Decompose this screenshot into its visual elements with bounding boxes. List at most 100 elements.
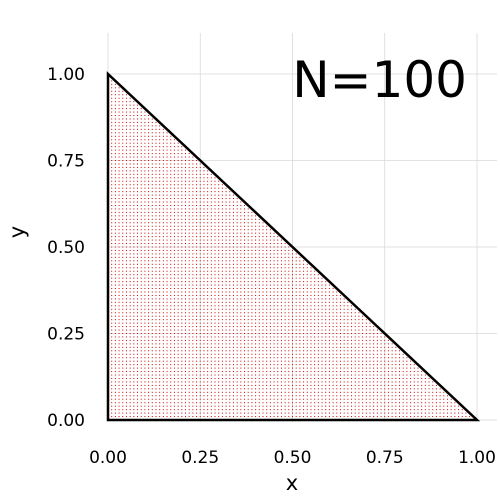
grid-point xyxy=(247,350,249,352)
grid-point xyxy=(148,236,150,238)
grid-point xyxy=(317,388,319,390)
grid-point xyxy=(221,211,223,213)
grid-point xyxy=(177,201,179,203)
grid-point xyxy=(229,364,231,366)
grid-point xyxy=(177,353,179,355)
grid-point xyxy=(140,180,142,182)
grid-point xyxy=(354,377,356,379)
grid-point xyxy=(118,243,120,245)
grid-point xyxy=(122,360,124,362)
grid-point xyxy=(255,322,257,324)
grid-point xyxy=(362,416,364,418)
grid-point xyxy=(140,194,142,196)
grid-point xyxy=(148,149,150,151)
grid-point xyxy=(207,350,209,352)
grid-point xyxy=(321,364,323,366)
grid-point xyxy=(336,402,338,404)
grid-point xyxy=(303,388,305,390)
grid-point xyxy=(151,142,153,144)
grid-point xyxy=(118,142,120,144)
grid-point xyxy=(162,156,164,158)
grid-point xyxy=(111,239,113,241)
grid-point xyxy=(155,135,157,137)
grid-point xyxy=(255,218,257,220)
grid-point xyxy=(410,416,412,418)
grid-point xyxy=(332,398,334,400)
grid-point xyxy=(299,416,301,418)
grid-point xyxy=(188,405,190,407)
grid-point xyxy=(332,367,334,369)
grid-point xyxy=(288,343,290,345)
grid-point xyxy=(114,339,116,341)
grid-point xyxy=(310,416,312,418)
grid-point xyxy=(310,315,312,317)
grid-point xyxy=(188,184,190,186)
grid-point xyxy=(118,215,120,217)
grid-point xyxy=(354,343,356,345)
grid-point xyxy=(358,333,360,334)
grid-point xyxy=(255,416,257,418)
grid-point xyxy=(406,402,408,404)
grid-point xyxy=(188,222,190,224)
grid-point xyxy=(173,218,175,220)
grid-point xyxy=(140,184,142,186)
grid-point xyxy=(284,277,286,279)
grid-point xyxy=(140,125,142,127)
grid-point xyxy=(266,326,268,328)
grid-point xyxy=(232,416,234,418)
grid-point xyxy=(111,416,113,418)
grid-point xyxy=(247,388,249,390)
grid-point xyxy=(244,381,246,383)
grid-point xyxy=(292,409,293,411)
grid-point xyxy=(166,402,168,404)
grid-point xyxy=(269,339,271,341)
grid-point xyxy=(314,377,316,379)
grid-point xyxy=(277,263,279,265)
grid-point xyxy=(173,139,175,141)
grid-point xyxy=(151,308,153,310)
grid-point xyxy=(317,312,319,314)
grid-point xyxy=(162,211,164,213)
grid-point xyxy=(229,218,231,220)
grid-point xyxy=(347,336,349,338)
grid-point xyxy=(159,246,161,248)
grid-point xyxy=(229,384,231,386)
grid-point xyxy=(229,412,231,414)
grid-point xyxy=(258,263,260,265)
grid-point xyxy=(262,236,264,238)
grid-point xyxy=(159,374,161,376)
grid-point xyxy=(284,301,286,303)
grid-point xyxy=(221,339,223,341)
grid-point xyxy=(269,291,271,293)
grid-point xyxy=(173,222,175,224)
grid-point xyxy=(402,377,404,379)
grid-point xyxy=(221,412,223,414)
grid-point xyxy=(192,398,194,400)
grid-point xyxy=(144,377,146,379)
grid-point xyxy=(347,301,349,303)
grid-point xyxy=(196,402,198,404)
grid-point xyxy=(373,360,375,362)
grid-point xyxy=(225,343,227,345)
grid-point xyxy=(162,260,164,262)
grid-point xyxy=(325,416,327,418)
grid-point xyxy=(155,187,157,189)
grid-point xyxy=(170,315,172,317)
grid-point xyxy=(280,357,282,359)
grid-point xyxy=(232,201,234,203)
grid-point xyxy=(129,267,131,269)
grid-point xyxy=(369,339,371,341)
grid-point xyxy=(188,336,190,338)
grid-point xyxy=(292,377,293,379)
grid-point xyxy=(173,388,175,390)
grid-point xyxy=(236,333,238,334)
grid-point xyxy=(122,263,124,265)
grid-point xyxy=(332,333,334,334)
grid-point xyxy=(247,339,249,341)
grid-point xyxy=(140,208,142,210)
grid-point xyxy=(339,360,341,362)
grid-point xyxy=(192,326,194,328)
grid-point xyxy=(365,319,367,321)
grid-point xyxy=(118,374,120,376)
